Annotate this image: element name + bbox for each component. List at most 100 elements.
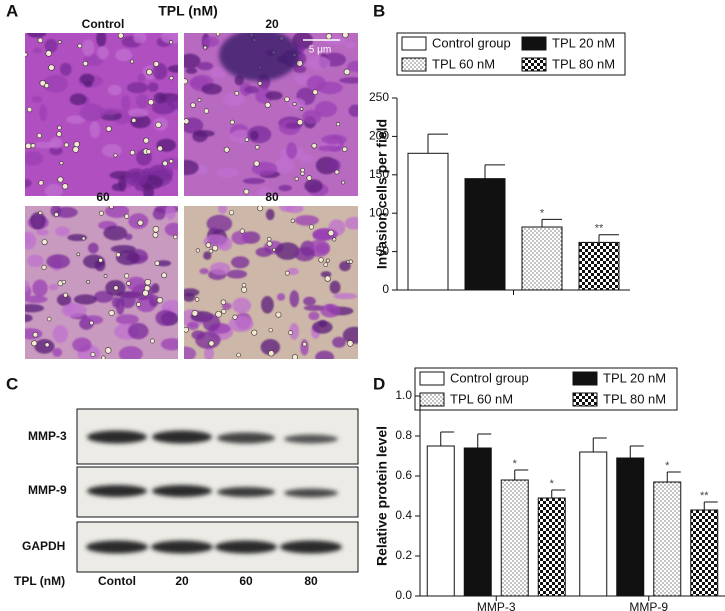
micrograph-title: TPL (nM) — [158, 3, 218, 19]
cell — [279, 206, 295, 212]
scale-bar-label: 5 μm — [309, 45, 331, 56]
cell — [79, 103, 105, 122]
y-axis-label: Relative protein level — [374, 426, 390, 566]
cell — [162, 157, 178, 170]
pore — [143, 137, 150, 144]
bar — [578, 241, 620, 291]
pore — [203, 108, 209, 114]
y-tick-label: 0.6 — [395, 468, 412, 482]
cell — [103, 225, 128, 241]
cell — [202, 36, 220, 47]
pore — [25, 142, 32, 150]
pore — [36, 133, 42, 139]
blot-row-label: GAPDH — [22, 539, 65, 553]
cell — [111, 183, 124, 191]
pore — [290, 218, 295, 223]
pore — [253, 160, 260, 167]
cell — [261, 295, 274, 314]
pore — [229, 119, 235, 125]
cell — [184, 159, 199, 176]
cell — [82, 254, 105, 269]
cell — [209, 262, 231, 275]
cell — [152, 62, 168, 80]
pore — [155, 121, 162, 128]
pore — [208, 340, 215, 347]
pore — [131, 117, 137, 123]
pore — [161, 272, 168, 279]
cell — [242, 177, 266, 185]
pore — [184, 118, 190, 125]
significance-label: * — [513, 458, 518, 470]
pore — [194, 297, 200, 302]
cell — [156, 260, 172, 267]
pore — [150, 338, 155, 344]
pore — [126, 281, 131, 286]
blot-x-label: TPL (nM) — [14, 574, 65, 588]
pore — [215, 33, 221, 37]
cell — [69, 93, 87, 106]
significance-label: * — [665, 460, 670, 472]
cell — [115, 48, 133, 62]
cell — [201, 83, 223, 95]
cell — [244, 85, 260, 94]
pore — [37, 37, 44, 44]
cell — [184, 53, 201, 69]
pore — [57, 125, 62, 130]
cell — [25, 178, 32, 188]
cell — [54, 206, 78, 218]
pore — [342, 146, 348, 152]
pore — [156, 296, 164, 304]
y-axis-label: Invasion cells per field — [374, 119, 390, 269]
cell — [147, 82, 159, 92]
micrograph-label: 20 — [265, 17, 279, 31]
cell — [278, 184, 292, 192]
cell — [249, 130, 259, 141]
pore — [89, 320, 94, 326]
pore — [195, 248, 200, 253]
cell — [143, 183, 154, 196]
cell — [48, 283, 59, 291]
cell — [96, 46, 109, 60]
panel-label: B — [373, 1, 385, 20]
significance-label: * — [540, 207, 545, 219]
legend-swatch — [419, 392, 445, 407]
pore — [215, 310, 222, 318]
cell — [89, 121, 101, 139]
legend-label: TPL 60 nM — [450, 391, 513, 406]
pore — [31, 340, 38, 347]
bar — [537, 497, 566, 597]
pore — [341, 180, 346, 185]
pore — [343, 68, 351, 76]
cell — [260, 339, 281, 356]
legend-box — [414, 367, 678, 411]
pore — [318, 257, 324, 263]
cell — [165, 206, 176, 221]
cell — [202, 314, 221, 332]
cell — [105, 206, 130, 218]
pore — [257, 206, 264, 212]
cell — [25, 151, 44, 166]
cell — [27, 254, 44, 267]
significance-label: * — [550, 478, 555, 490]
pore — [300, 171, 305, 176]
pore — [137, 219, 144, 226]
blot-lane-label: 60 — [239, 574, 253, 588]
pore — [63, 142, 69, 148]
pore — [82, 60, 89, 67]
pore — [101, 355, 106, 359]
pore — [197, 98, 202, 103]
pore — [98, 257, 104, 263]
cell — [333, 292, 358, 300]
pore — [25, 52, 28, 57]
cell — [289, 323, 300, 340]
cell — [289, 290, 300, 308]
pore — [63, 292, 68, 298]
legend-label: Control group — [450, 370, 529, 385]
pore — [169, 76, 174, 81]
pore — [153, 61, 160, 67]
cell — [287, 267, 299, 276]
pore — [332, 237, 337, 242]
cell — [344, 216, 358, 230]
y-tick-label: 50 — [376, 244, 390, 258]
pore — [272, 247, 276, 252]
